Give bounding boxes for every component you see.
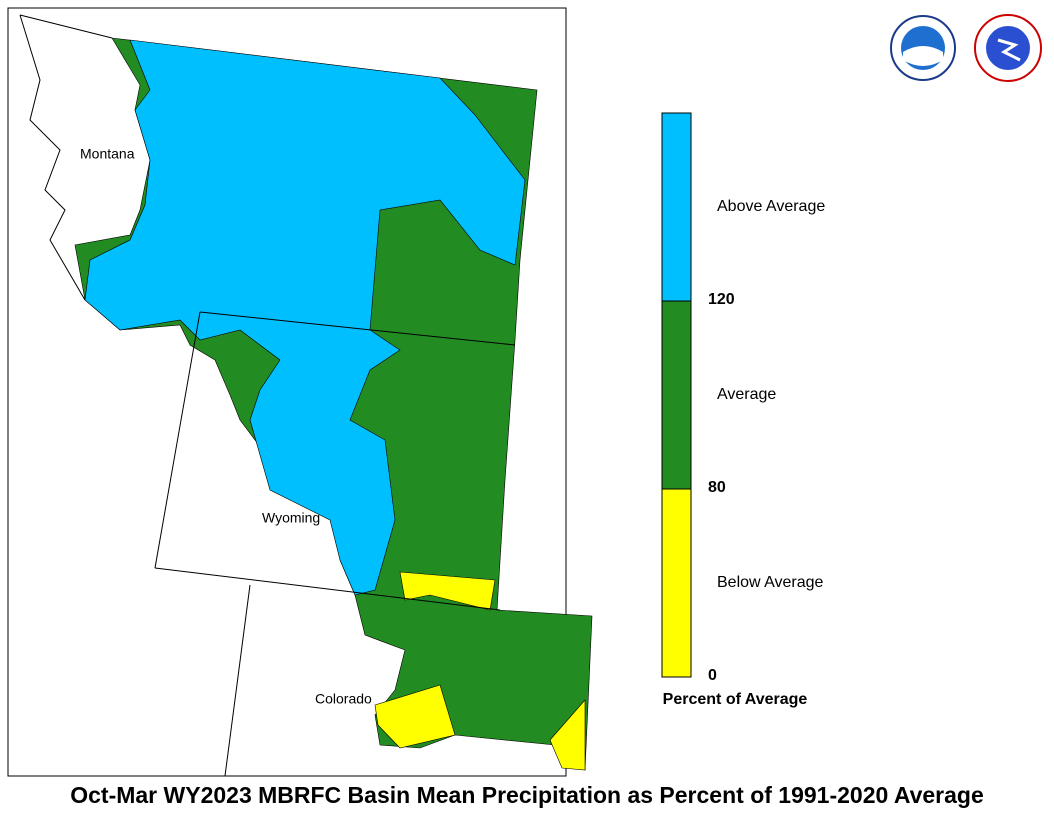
below-average-basin (399, 571, 496, 611)
legend-title: Percent of Average (663, 691, 808, 708)
logos (890, 14, 1042, 82)
noaa-logo-bird (903, 46, 943, 66)
legend-swatch (661, 488, 692, 678)
montana-west-border (19, 14, 86, 301)
montana-wyoming-border (199, 311, 516, 346)
legend-tick-label: 120 (708, 291, 735, 308)
state-borders (19, 14, 516, 777)
legend-label: Above Average (717, 198, 825, 215)
state-label: Colorado (315, 691, 372, 707)
map-title: Oct-Mar WY2023 MBRFC Basin Mean Precipit… (70, 782, 984, 808)
legend-label: Average (717, 386, 776, 403)
below-average-basin (549, 699, 586, 771)
basins (74, 37, 593, 771)
nws-logo-bolt (997, 38, 1021, 62)
wyoming-west-border (154, 311, 201, 569)
state-label: Montana (80, 146, 135, 162)
below-average-basin (374, 684, 456, 749)
legend-swatch (661, 300, 692, 490)
state-label: Wyoming (262, 510, 320, 526)
wyoming-south-border (154, 567, 501, 611)
legend-tick-label: 80 (708, 479, 726, 496)
legend-label: Below Average (717, 574, 824, 591)
above-average-basins (84, 39, 526, 596)
legend-tick-label: 0 (708, 667, 717, 684)
montana-north-border (19, 14, 113, 39)
colorado-west-border (224, 584, 251, 777)
legend-swatch (661, 112, 692, 302)
legend: Above Average Average Below Average 120 80 0 P… (661, 112, 825, 708)
